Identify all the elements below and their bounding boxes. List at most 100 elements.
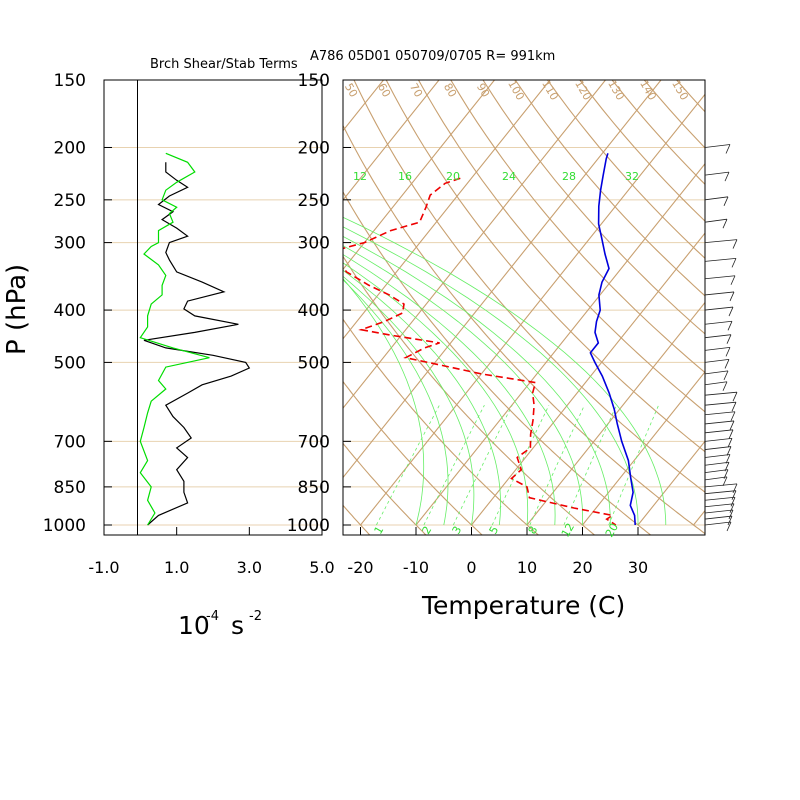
mixing-ratio-label: 12 [559, 521, 577, 540]
temperature-tick-label: 0 [466, 558, 476, 577]
shear-x-tick-label: 3.0 [237, 558, 262, 577]
pressure-tick-label: 250 [298, 191, 330, 211]
theta-label: 70 [407, 81, 425, 100]
shear-x-tick-label: -1.0 [88, 558, 119, 577]
mixing-ratio-line [491, 405, 550, 526]
wind-barb [704, 320, 733, 325]
shear-stability-panel: 150 200 250 300 400 500 700 850 1000 -1.0 1.0 3.0 5… [43, 71, 335, 577]
wind-barb-feather [729, 291, 735, 302]
pressure-tick-label: 200 [298, 138, 330, 158]
wind-barb [704, 454, 731, 458]
wind-barb-feather [726, 446, 732, 456]
svg-text:-2: -2 [249, 609, 262, 624]
mixing-ratio-label: 32 [625, 170, 639, 183]
wind-barb-feather [727, 515, 733, 526]
isotherm-line [360, 93, 705, 526]
wind-barb [704, 239, 738, 243]
pressure-tick-label: 700 [54, 432, 86, 452]
temperature-axis-label: Temperature (C) [421, 591, 625, 620]
wind-barb-feather [730, 275, 736, 285]
wind-barb [704, 420, 735, 425]
mixing-ratio-line [608, 405, 659, 526]
isotherm-line [0, 80, 217, 525]
wind-barb [704, 334, 732, 339]
isotherm-line [343, 80, 440, 201]
dry-adiabat-line [94, 64, 315, 537]
shear-x-tick-label: 1.0 [164, 558, 189, 577]
isotherm-line [526, 301, 705, 526]
wind-barb-feather [728, 429, 734, 439]
moist-adiabat-line [343, 262, 529, 526]
theta-label: 140 [637, 78, 659, 103]
pressure-tick-label: 850 [298, 478, 330, 498]
theta-label: 130 [605, 78, 627, 103]
wind-barb [704, 381, 728, 386]
theta-label: 150 [669, 78, 691, 103]
mixing-ratio-line [529, 405, 585, 526]
dry-adiabat-line [675, 80, 705, 113]
wind-barb [704, 257, 737, 262]
wind-barb-feather [732, 483, 738, 494]
wind-barbs [704, 144, 738, 532]
skewt-title: A786 05D01 050709/0705 R= 991km [310, 49, 555, 64]
wind-barb [704, 411, 736, 416]
wind-barb [704, 496, 736, 501]
pressure-tick-label: 300 [54, 234, 86, 254]
wind-barb-feather [728, 509, 734, 520]
wind-barb [704, 275, 736, 280]
wind-barb-feather [724, 359, 730, 369]
wind-barb [704, 521, 732, 526]
mixing-ratio-label: 20 [603, 521, 621, 540]
wind-barb-feather [732, 392, 738, 402]
theta-label: 50 [342, 81, 360, 100]
wind-barb-feather [726, 334, 732, 344]
mixing-ratio-line [452, 405, 513, 526]
shear-x-tick-label: 5.0 [309, 558, 334, 577]
mixing-ratio-label: 24 [502, 170, 516, 183]
skewt-panel: 150 200 250 300 400 500 700 850 1000 -20 -10 0 10 20… [0, 64, 738, 577]
wind-barb [704, 306, 734, 311]
wind-barb [704, 144, 731, 148]
dry-adiabat-line [385, 80, 705, 453]
wind-barb [704, 346, 731, 351]
temperature-tick-label: 30 [628, 558, 648, 577]
theta-label: 100 [505, 78, 527, 103]
temperature-tick-label: 20 [572, 558, 592, 577]
moist-adiabat-line [343, 235, 611, 525]
shear-panel-frame [103, 79, 323, 536]
dry-adiabat-line [343, 380, 483, 535]
wind-barb-feather [723, 370, 729, 381]
temperature-tick-label: -10 [403, 558, 429, 577]
svg-text:10: 10 [178, 611, 210, 640]
pressure-tick-label: 400 [298, 301, 330, 321]
stability-term-line [139, 152, 210, 526]
temperature-tick-label: -20 [347, 558, 373, 577]
theta-label: 90 [474, 81, 492, 100]
wind-barb-feather [729, 503, 735, 513]
mixing-ratio-label: 16 [398, 170, 412, 183]
wind-barb-feather [725, 144, 731, 154]
dry-adiabat-line [343, 318, 540, 535]
dewpoint-line [343, 177, 617, 526]
wind-barb-feather [726, 521, 732, 532]
pressure-tick-label: 500 [54, 353, 86, 373]
pressure-tick-label: 150 [54, 71, 86, 91]
wind-barb-feather [730, 411, 736, 421]
dry-adiabat-line [343, 124, 705, 535]
isotherm-line [471, 232, 705, 526]
pressure-tick-label: 850 [54, 478, 86, 498]
wind-barb-feather [731, 258, 737, 268]
dry-adiabat-line [353, 80, 705, 493]
wind-barb-feather [729, 420, 735, 431]
wind-barb-feather [722, 381, 728, 391]
wind-barb-feather [731, 402, 737, 412]
moist-adiabat-line [343, 269, 501, 526]
isotherm-line [343, 80, 495, 271]
wind-barb [704, 503, 735, 508]
wind-barb [704, 461, 730, 466]
wind-barb [704, 515, 733, 520]
wind-barb [704, 218, 728, 223]
dry-adiabat-line [343, 442, 427, 535]
theta-label: 80 [441, 81, 459, 100]
